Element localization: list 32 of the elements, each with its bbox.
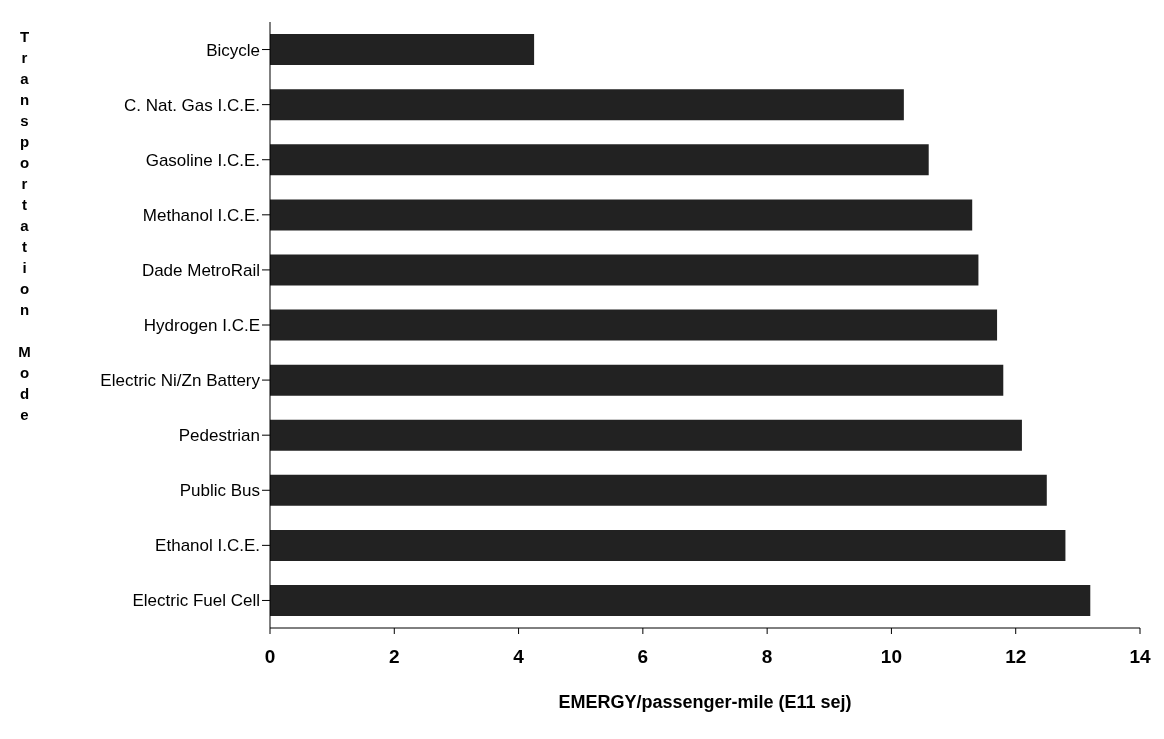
y-tick-label: Pedestrian xyxy=(178,426,260,446)
x-tick-label: 6 xyxy=(637,646,649,668)
y-tick-label: Ethanol I.C.E. xyxy=(155,536,260,556)
x-tick-label: 0 xyxy=(264,646,276,668)
bar xyxy=(270,309,998,341)
bar xyxy=(270,144,929,176)
y-axis-title: Transportation Mode xyxy=(16,28,33,427)
y-tick-label: Public Bus xyxy=(179,481,260,501)
y-tick-label: C. Nat. Gas I.C.E. xyxy=(123,95,260,115)
x-tick-label: 2 xyxy=(389,646,400,668)
x-axis-title: EMERGY/passenger-mile (E11 sej) xyxy=(558,692,852,712)
bar xyxy=(270,34,535,66)
bar xyxy=(270,474,1047,506)
bar xyxy=(270,199,973,231)
y-tick-label: Methanol I.C.E. xyxy=(142,205,260,225)
y-tick-label: Electric Ni/Zn Battery xyxy=(100,371,261,391)
y-tick-label: Dade MetroRail xyxy=(141,260,260,280)
x-tick-label: 10 xyxy=(880,646,902,668)
bar xyxy=(270,364,1004,396)
y-tick-label: Hydrogen I.C.E xyxy=(143,316,260,336)
bar xyxy=(270,419,1022,451)
bar xyxy=(270,585,1091,617)
y-tick-label: Gasoline I.C.E. xyxy=(145,150,260,170)
x-tick-label: 4 xyxy=(513,646,525,668)
y-tick-label: Bicycle xyxy=(206,40,260,60)
y-tick-label: Electric Fuel Cell xyxy=(132,591,260,611)
x-tick-label: 8 xyxy=(761,646,773,668)
bar xyxy=(270,89,904,121)
bar xyxy=(270,529,1066,561)
x-tick-label: 12 xyxy=(1005,646,1027,668)
bar xyxy=(270,254,979,286)
x-tick-label: 14 xyxy=(1129,646,1151,668)
